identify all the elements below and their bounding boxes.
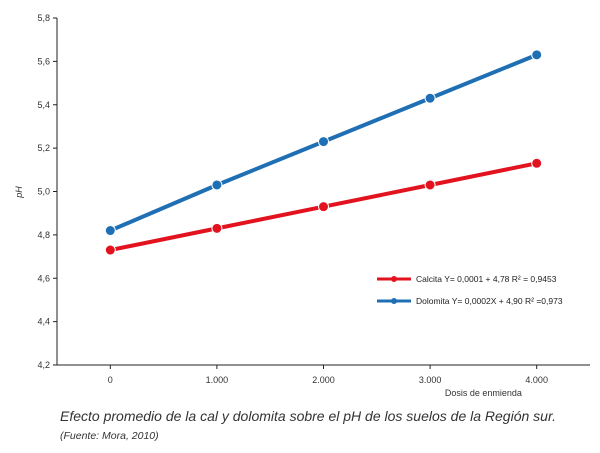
figure-source: (Fuente: Mora, 2010) <box>60 430 159 442</box>
data-point <box>531 49 543 61</box>
data-point <box>318 136 329 148</box>
y-tick-label: 4,8 <box>37 230 50 240</box>
axes: 4,2 4,4 4,6 4,8 5,0 5,2 5,4 5,6 5,8 0 1.000 2.000 3.… <box>14 13 590 398</box>
y-tick-label: 5,8 <box>37 13 50 23</box>
legend-swatch-marker <box>391 276 397 282</box>
legend-entry: Dolomita Y= 0,0002X + 4,90 R² =0,973 <box>416 296 563 306</box>
legend: Calcita Y= 0,0001 + 4,78 R² = 0,9453 Dolo… <box>377 274 563 306</box>
data-point <box>424 92 436 104</box>
data-point <box>211 179 223 191</box>
x-tick-label: 4.000 <box>525 375 548 385</box>
data-point <box>531 157 543 169</box>
y-axis-label: pH <box>14 186 24 199</box>
y-tick-label: 5,4 <box>37 100 50 110</box>
x-tick-label: 2.000 <box>312 375 335 385</box>
data-point <box>318 201 329 213</box>
x-tick-label: 0 <box>108 375 113 385</box>
chart: 4,2 4,4 4,6 4,8 5,0 5,2 5,4 5,6 5,8 0 1.000 2.000 3.… <box>14 13 590 398</box>
series-layer <box>104 49 543 256</box>
y-tick-label: 4,2 <box>37 360 50 370</box>
x-tick-label: 1.000 <box>206 375 229 385</box>
figure-caption: Efecto promedio de la cal y dolomita sob… <box>60 408 556 424</box>
data-point <box>211 222 223 234</box>
data-point <box>104 225 116 237</box>
data-point <box>104 244 116 256</box>
legend-swatch-marker <box>391 298 397 304</box>
x-axis-label: Dosis de enmienda <box>445 388 522 398</box>
x-tick-label: 3.000 <box>419 375 442 385</box>
data-point <box>424 179 436 191</box>
legend-entry: Calcita Y= 0,0001 + 4,78 R² = 0,9453 <box>416 274 557 284</box>
y-tick-label: 4,6 <box>37 273 50 283</box>
y-tick-label: 5,0 <box>37 187 50 197</box>
y-tick-label: 4,4 <box>37 317 50 327</box>
y-tick-label: 5,6 <box>37 56 50 66</box>
y-tick-label: 5,2 <box>37 143 50 153</box>
